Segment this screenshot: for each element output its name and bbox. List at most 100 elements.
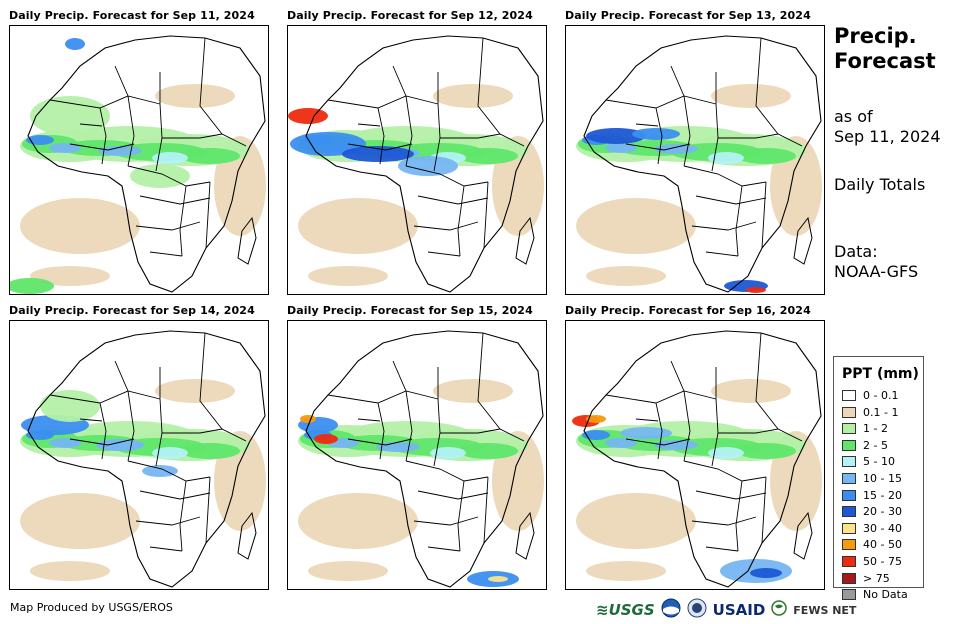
country-border [718, 428, 803, 442]
precip-area [736, 148, 796, 164]
legend-title: PPT (mm) [842, 366, 919, 382]
africa-map [572, 330, 822, 588]
nasa-seal-icon [687, 598, 707, 622]
country-border [327, 95, 439, 109]
country-border [683, 165, 767, 187]
country-border [413, 516, 479, 526]
country-border [625, 438, 691, 446]
precip-area [736, 443, 796, 459]
legend-item: 40 - 50 [842, 538, 902, 551]
country-border [79, 123, 103, 127]
precip-area [30, 96, 110, 136]
legend-swatch [842, 473, 856, 484]
country-border [477, 37, 501, 135]
precip-area [605, 438, 637, 448]
precip-area [155, 379, 235, 403]
legend-item: > 75 [842, 572, 890, 585]
precip-area [458, 148, 518, 164]
country-border [683, 460, 767, 482]
country-border [405, 95, 413, 167]
panel-title: Daily Precip. Forecast for Sep 12, 2024 [287, 9, 533, 22]
panel-title: Daily Precip. Forecast for Sep 13, 2024 [565, 9, 811, 22]
noaa-logo-icon [661, 598, 681, 622]
legend-item: 0 - 0.1 [842, 389, 898, 402]
country-border [162, 133, 247, 147]
country-border [99, 402, 107, 460]
country-border [149, 546, 183, 552]
country-border [761, 181, 767, 249]
legend-swatch [842, 423, 856, 435]
country-border [49, 95, 161, 109]
precip-area [586, 561, 666, 581]
data-source-text: Data: NOAA-GFS [834, 242, 918, 282]
precip-area [308, 561, 388, 581]
country-border [691, 516, 757, 526]
precip-area [314, 434, 338, 444]
usgs-logo: ≋USGS [596, 601, 655, 619]
country-border [49, 390, 161, 404]
precip-area [586, 266, 666, 286]
country-border [377, 107, 385, 165]
legend-label: 10 - 15 [863, 472, 902, 485]
precip-area [711, 84, 791, 108]
legend-swatch [842, 390, 856, 401]
country-border [417, 490, 489, 500]
precip-area [433, 84, 513, 108]
legend-item: No Data [842, 588, 908, 601]
country-border [695, 490, 767, 500]
country-border [377, 402, 385, 460]
precip-map [9, 25, 269, 295]
country-border [483, 181, 489, 249]
legend-swatch [842, 406, 856, 418]
panel-title: Daily Precip. Forecast for Sep 11, 2024 [9, 9, 255, 22]
country-border [605, 95, 717, 109]
legend-swatch [842, 489, 856, 501]
legend-label: 40 - 50 [863, 538, 902, 552]
madagascar-outline [237, 511, 257, 560]
map-credit: Map Produced by USGS/EROS [10, 601, 173, 614]
precip-area [576, 198, 696, 254]
precip-area [26, 135, 54, 145]
side-title-line2: Forecast [834, 49, 936, 73]
country-border [683, 95, 691, 167]
country-border [199, 332, 223, 430]
country-border [761, 476, 767, 544]
precip-area [49, 438, 81, 448]
country-border [635, 418, 659, 422]
precip-area [488, 576, 508, 582]
data-source-line1: Data: [834, 242, 878, 261]
precip-area [433, 379, 513, 403]
legend-swatch [842, 572, 856, 584]
country-border [199, 37, 223, 135]
precip-area [142, 465, 178, 477]
country-border [755, 332, 779, 430]
country-border [405, 460, 489, 482]
country-border [477, 332, 501, 430]
country-border [69, 438, 135, 446]
legend-label: > 75 [863, 571, 890, 585]
panel-title: Daily Precip. Forecast for Sep 14, 2024 [9, 304, 255, 317]
country-border [705, 546, 739, 552]
coastline [305, 330, 544, 588]
precip-map [287, 25, 547, 295]
coastline [305, 35, 544, 293]
madagascar-outline [515, 216, 535, 265]
country-border [357, 123, 381, 127]
precip-area [49, 143, 81, 153]
country-border [179, 480, 187, 552]
country-border [392, 65, 407, 97]
madagascar-outline [515, 511, 535, 560]
precip-area [98, 146, 142, 156]
precip-area [586, 128, 646, 144]
precip-area [180, 148, 240, 164]
country-border [605, 390, 717, 404]
precip-area [620, 427, 672, 439]
africa-map [576, 35, 822, 293]
panel-title: Daily Precip. Forecast for Sep 16, 2024 [565, 304, 811, 317]
legend-swatch [842, 589, 856, 601]
country-border [635, 123, 659, 127]
precip-area [708, 447, 744, 459]
country-border [135, 516, 201, 526]
legend-item: 20 - 30 [842, 505, 902, 518]
precip-area [308, 266, 388, 286]
